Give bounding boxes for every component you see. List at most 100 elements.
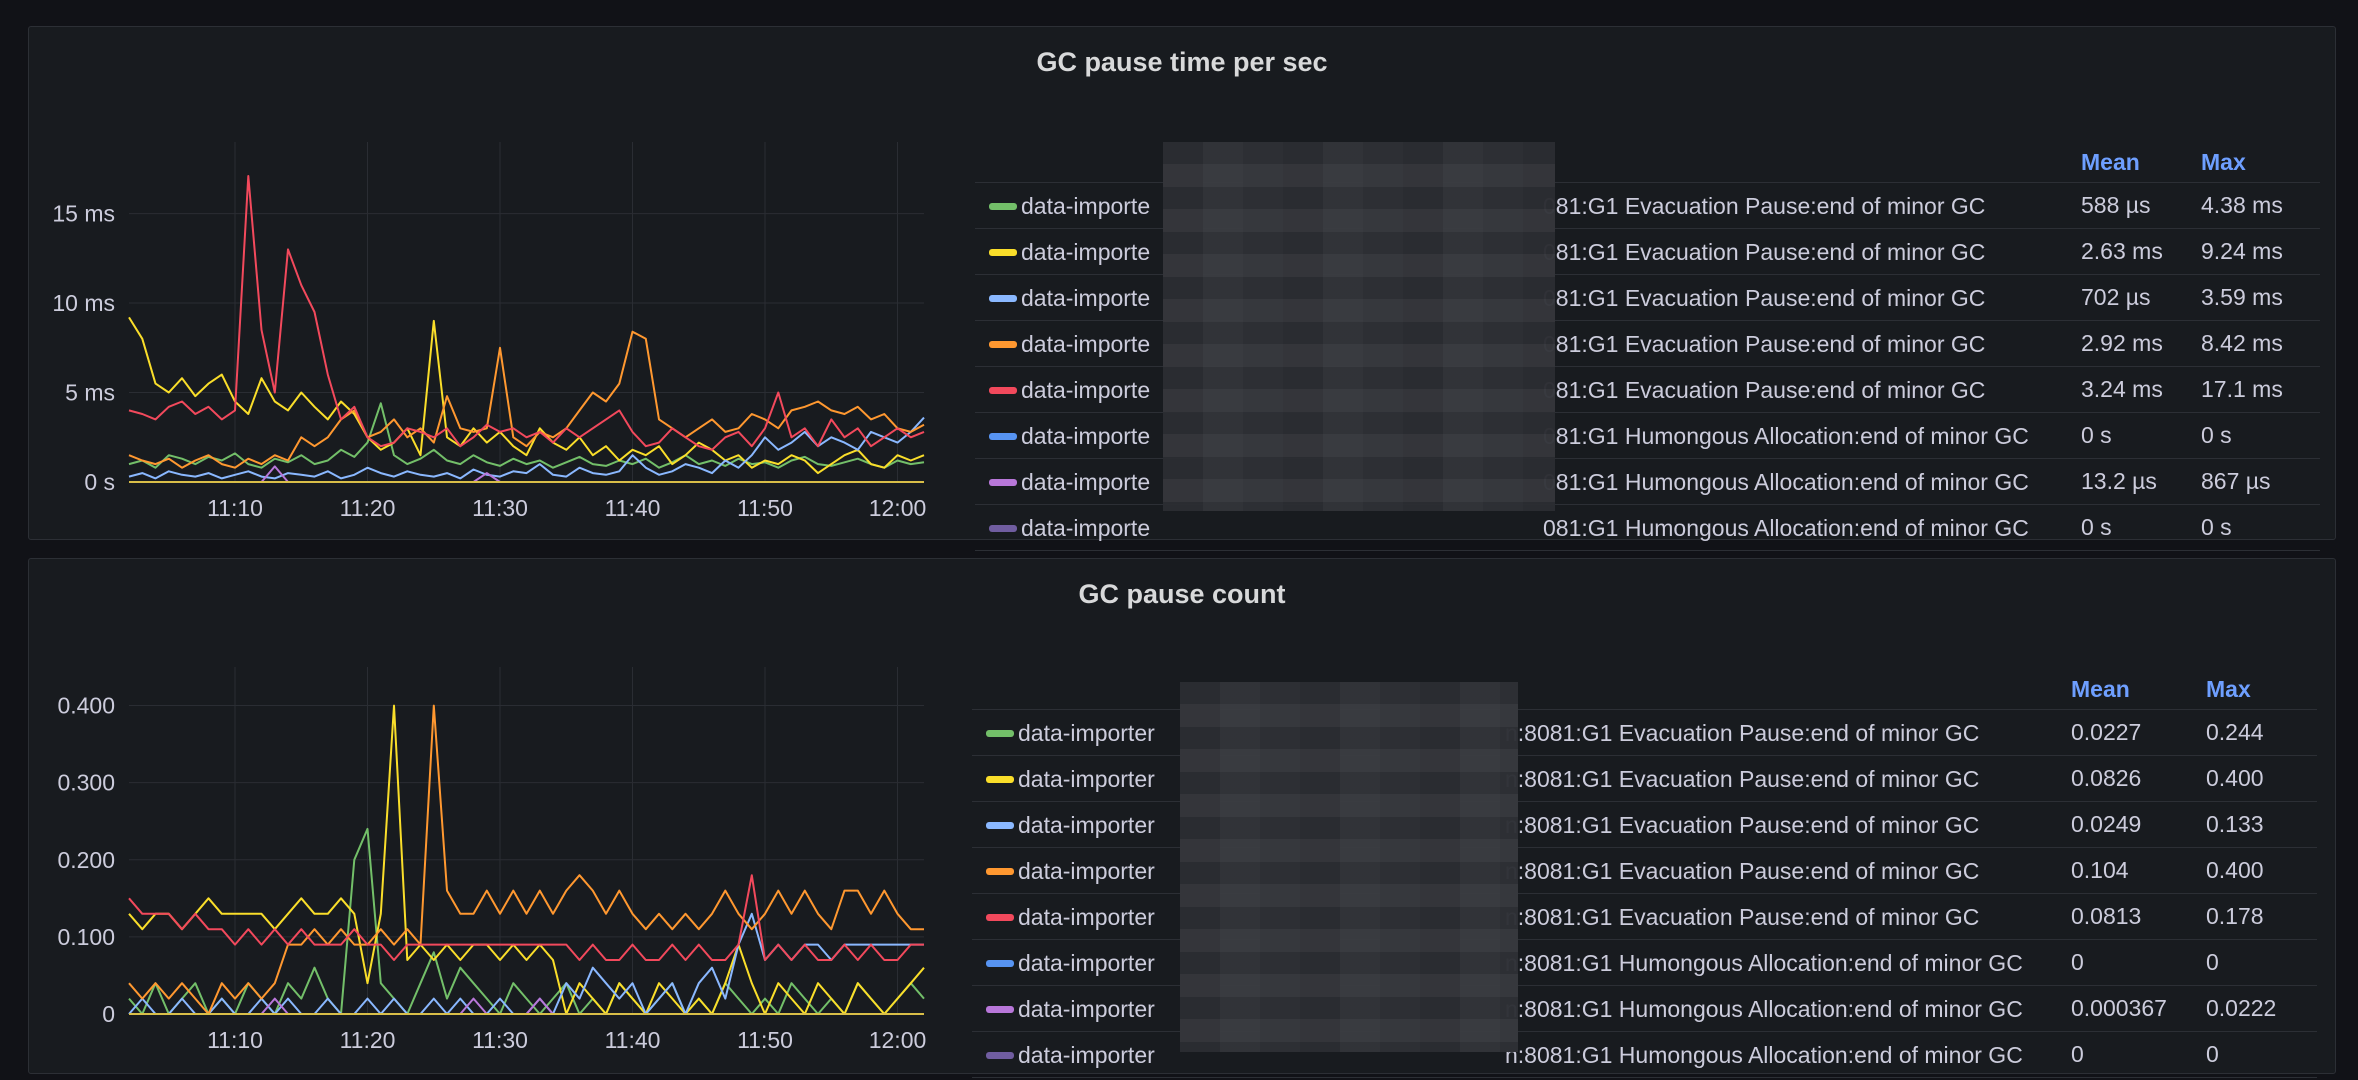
y-tick-label: 0.100 [57, 924, 115, 950]
series-color-swatch[interactable] [986, 730, 1014, 738]
x-tick-label: 11:30 [472, 495, 528, 521]
legend-header-max[interactable]: Max [2201, 132, 2320, 183]
x-tick-label: 11:10 [207, 1027, 263, 1053]
legend-series-name[interactable]: data-importer n:8081:G1 Evacuation Pause:… [1018, 801, 2071, 848]
legend-series-name[interactable]: data-importer n:8081:G1 Evacuation Pause:… [1018, 709, 2071, 756]
legend-max-value: 4.38 ms [2201, 182, 2320, 229]
legend-row[interactable]: data-importer n:8081:G1 Humongous Allocat… [972, 1031, 2317, 1078]
legend-max-value: 0.178 [2206, 893, 2317, 940]
legend-row[interactable]: data-importer n:8081:G1 Evacuation Pause:… [972, 893, 2317, 940]
y-tick-label: 0.300 [57, 770, 115, 796]
series-color-swatch[interactable] [989, 341, 1017, 349]
series-color-swatch[interactable] [989, 525, 1017, 533]
legend-mean-value: 2.63 ms [2081, 228, 2201, 275]
legend-series-name[interactable]: data-importer n:8081:G1 Humongous Allocat… [1018, 985, 2071, 1032]
legend-header-max[interactable]: Max [2206, 659, 2317, 710]
series-color-swatch[interactable] [989, 433, 1017, 441]
series-line-4 [128, 175, 925, 451]
legend-row[interactable]: data-importer n:8081:G1 Evacuation Pause:… [972, 755, 2317, 802]
legend-mean-value: 2.92 ms [2081, 320, 2201, 367]
legend-max-value: 0.0222 [2206, 985, 2317, 1032]
series-color-swatch[interactable] [986, 822, 1014, 830]
legend-mean-value: 0 [2071, 939, 2206, 986]
series-name-prefix: data-importer [1018, 765, 1155, 792]
series-name-suffix: n:8081:G1 Humongous Allocation:end of mi… [1505, 1041, 2023, 1068]
x-tick-label: 12:00 [869, 1027, 927, 1053]
y-tick-label: 0.400 [57, 693, 115, 719]
legend-row[interactable]: data-importer n:8081:G1 Humongous Allocat… [972, 985, 2317, 1032]
legend-mean-value: 588 µs [2081, 182, 2201, 229]
y-tick-label: 0 s [84, 469, 115, 495]
y-tick-label: 5 ms [65, 380, 115, 406]
legend-series-name[interactable]: data-importer n:8081:G1 Evacuation Pause:… [1018, 847, 2071, 894]
legend-series-name[interactable]: data-importer n:8081:G1 Evacuation Pause:… [1018, 755, 2071, 802]
series-name-suffix: n:8081:G1 Evacuation Pause:end of minor … [1505, 857, 1980, 884]
y-tick-label: 0.200 [57, 847, 115, 873]
series-color-swatch[interactable] [986, 914, 1014, 922]
series-line-1 [128, 316, 925, 475]
series-color-swatch[interactable] [989, 203, 1017, 211]
series-color-swatch[interactable] [986, 960, 1014, 968]
series-color-swatch[interactable] [986, 868, 1014, 876]
series-name-suffix: 081:G1 Humongous Allocation:end of minor… [1543, 468, 2029, 495]
series-name-suffix: n:8081:G1 Humongous Allocation:end of mi… [1505, 949, 2023, 976]
legend-max-value: 0.244 [2206, 709, 2317, 756]
line-chart[interactable]: 11:10 11:20 11:30 11:40 11:50 12:00 0 0.100 0.20… [29, 559, 969, 1075]
legend-max-value: 0.400 [2206, 755, 2317, 802]
legend-series-name[interactable]: data-importer n:8081:G1 Humongous Allocat… [1018, 939, 2071, 986]
series-name-prefix: data-importe [1021, 284, 1151, 311]
series-name-suffix: 081:G1 Evacuation Pause:end of minor GC [1543, 284, 1986, 311]
legend-series-name[interactable]: data-importe 081:G1 Humongous Allocation:… [1021, 504, 2081, 551]
series-name-prefix: data-importer [1018, 719, 1155, 746]
legend-max-value: 0.400 [2206, 847, 2317, 894]
legend-max-value: 3.59 ms [2201, 274, 2320, 321]
legend-series-name[interactable]: data-importer n:8081:G1 Evacuation Pause:… [1018, 893, 2071, 940]
series-color-swatch[interactable] [989, 249, 1017, 257]
legend-row[interactable]: data-importer n:8081:G1 Evacuation Pause:… [972, 801, 2317, 848]
series-name-prefix: data-importer [1018, 1041, 1155, 1068]
legend-mean-value: 0 s [2081, 412, 2201, 459]
y-tick-label: 0 [102, 1001, 115, 1027]
panel-title[interactable]: GC pause time per sec [1036, 47, 1328, 77]
panel-title[interactable]: GC pause count [1078, 579, 1286, 609]
legend-header-mean[interactable]: Mean [2071, 659, 2206, 710]
series-color-swatch[interactable] [989, 295, 1017, 303]
series-name-prefix: data-importe [1021, 376, 1151, 403]
series-line-1 [128, 704, 925, 1015]
legend-max-value: 9.24 ms [2201, 228, 2320, 275]
legend-max-value: 8.42 ms [2201, 320, 2320, 367]
series-name-prefix: data-importer [1018, 811, 1155, 838]
series-line-0 [128, 402, 925, 469]
legend-mean-value: 0 [2071, 1031, 2206, 1078]
legend-row[interactable]: data-importer n:8081:G1 Humongous Allocat… [972, 939, 2317, 986]
series-name-suffix: 081:G1 Evacuation Pause:end of minor GC [1543, 192, 1986, 219]
legend-series-name[interactable]: data-importer n:8081:G1 Humongous Allocat… [1018, 1031, 2071, 1078]
legend-header-mean[interactable]: Mean [2081, 132, 2201, 183]
series-line-4 [128, 874, 924, 961]
legend-row[interactable]: data-importer n:8081:G1 Evacuation Pause:… [972, 847, 2317, 894]
x-tick-label: 11:10 [207, 495, 263, 521]
legend-row[interactable]: data-importer n:8081:G1 Evacuation Pause:… [972, 709, 2317, 756]
series-name-prefix: data-importer [1018, 995, 1155, 1022]
legend-table: Mean Max data-importer n:8081:G1 Evacuation… [972, 659, 2317, 1078]
series-color-swatch[interactable] [989, 479, 1017, 487]
legend-row[interactable]: data-importe 081:G1 Humongous Allocation:… [975, 504, 2320, 551]
line-chart[interactable]: 11:10 11:20 11:30 11:40 11:50 12:00 0 s 5 ms 10 … [29, 27, 969, 541]
redacted-region [1180, 682, 1518, 1052]
series-color-swatch[interactable] [989, 387, 1017, 395]
x-tick-label: 11:50 [737, 1027, 793, 1053]
series-line-2 [128, 416, 925, 480]
legend-mean-value: 3.24 ms [2081, 366, 2201, 413]
series-color-swatch[interactable] [986, 776, 1014, 784]
legend-mean-value: 0.0826 [2071, 755, 2206, 802]
x-tick-label: 11:20 [340, 1027, 396, 1053]
series-name-suffix: n:8081:G1 Evacuation Pause:end of minor … [1505, 719, 1980, 746]
legend-mean-value: 0.104 [2071, 847, 2206, 894]
legend-max-value: 0 [2206, 939, 2317, 986]
series-color-swatch[interactable] [986, 1052, 1014, 1060]
series-name-suffix: n:8081:G1 Evacuation Pause:end of minor … [1505, 811, 1980, 838]
series-color-swatch[interactable] [986, 1006, 1014, 1014]
y-tick-label: 15 ms [52, 201, 115, 227]
series-name-prefix: data-importer [1018, 903, 1155, 930]
series-name-suffix: 081:G1 Evacuation Pause:end of minor GC [1543, 330, 1986, 357]
